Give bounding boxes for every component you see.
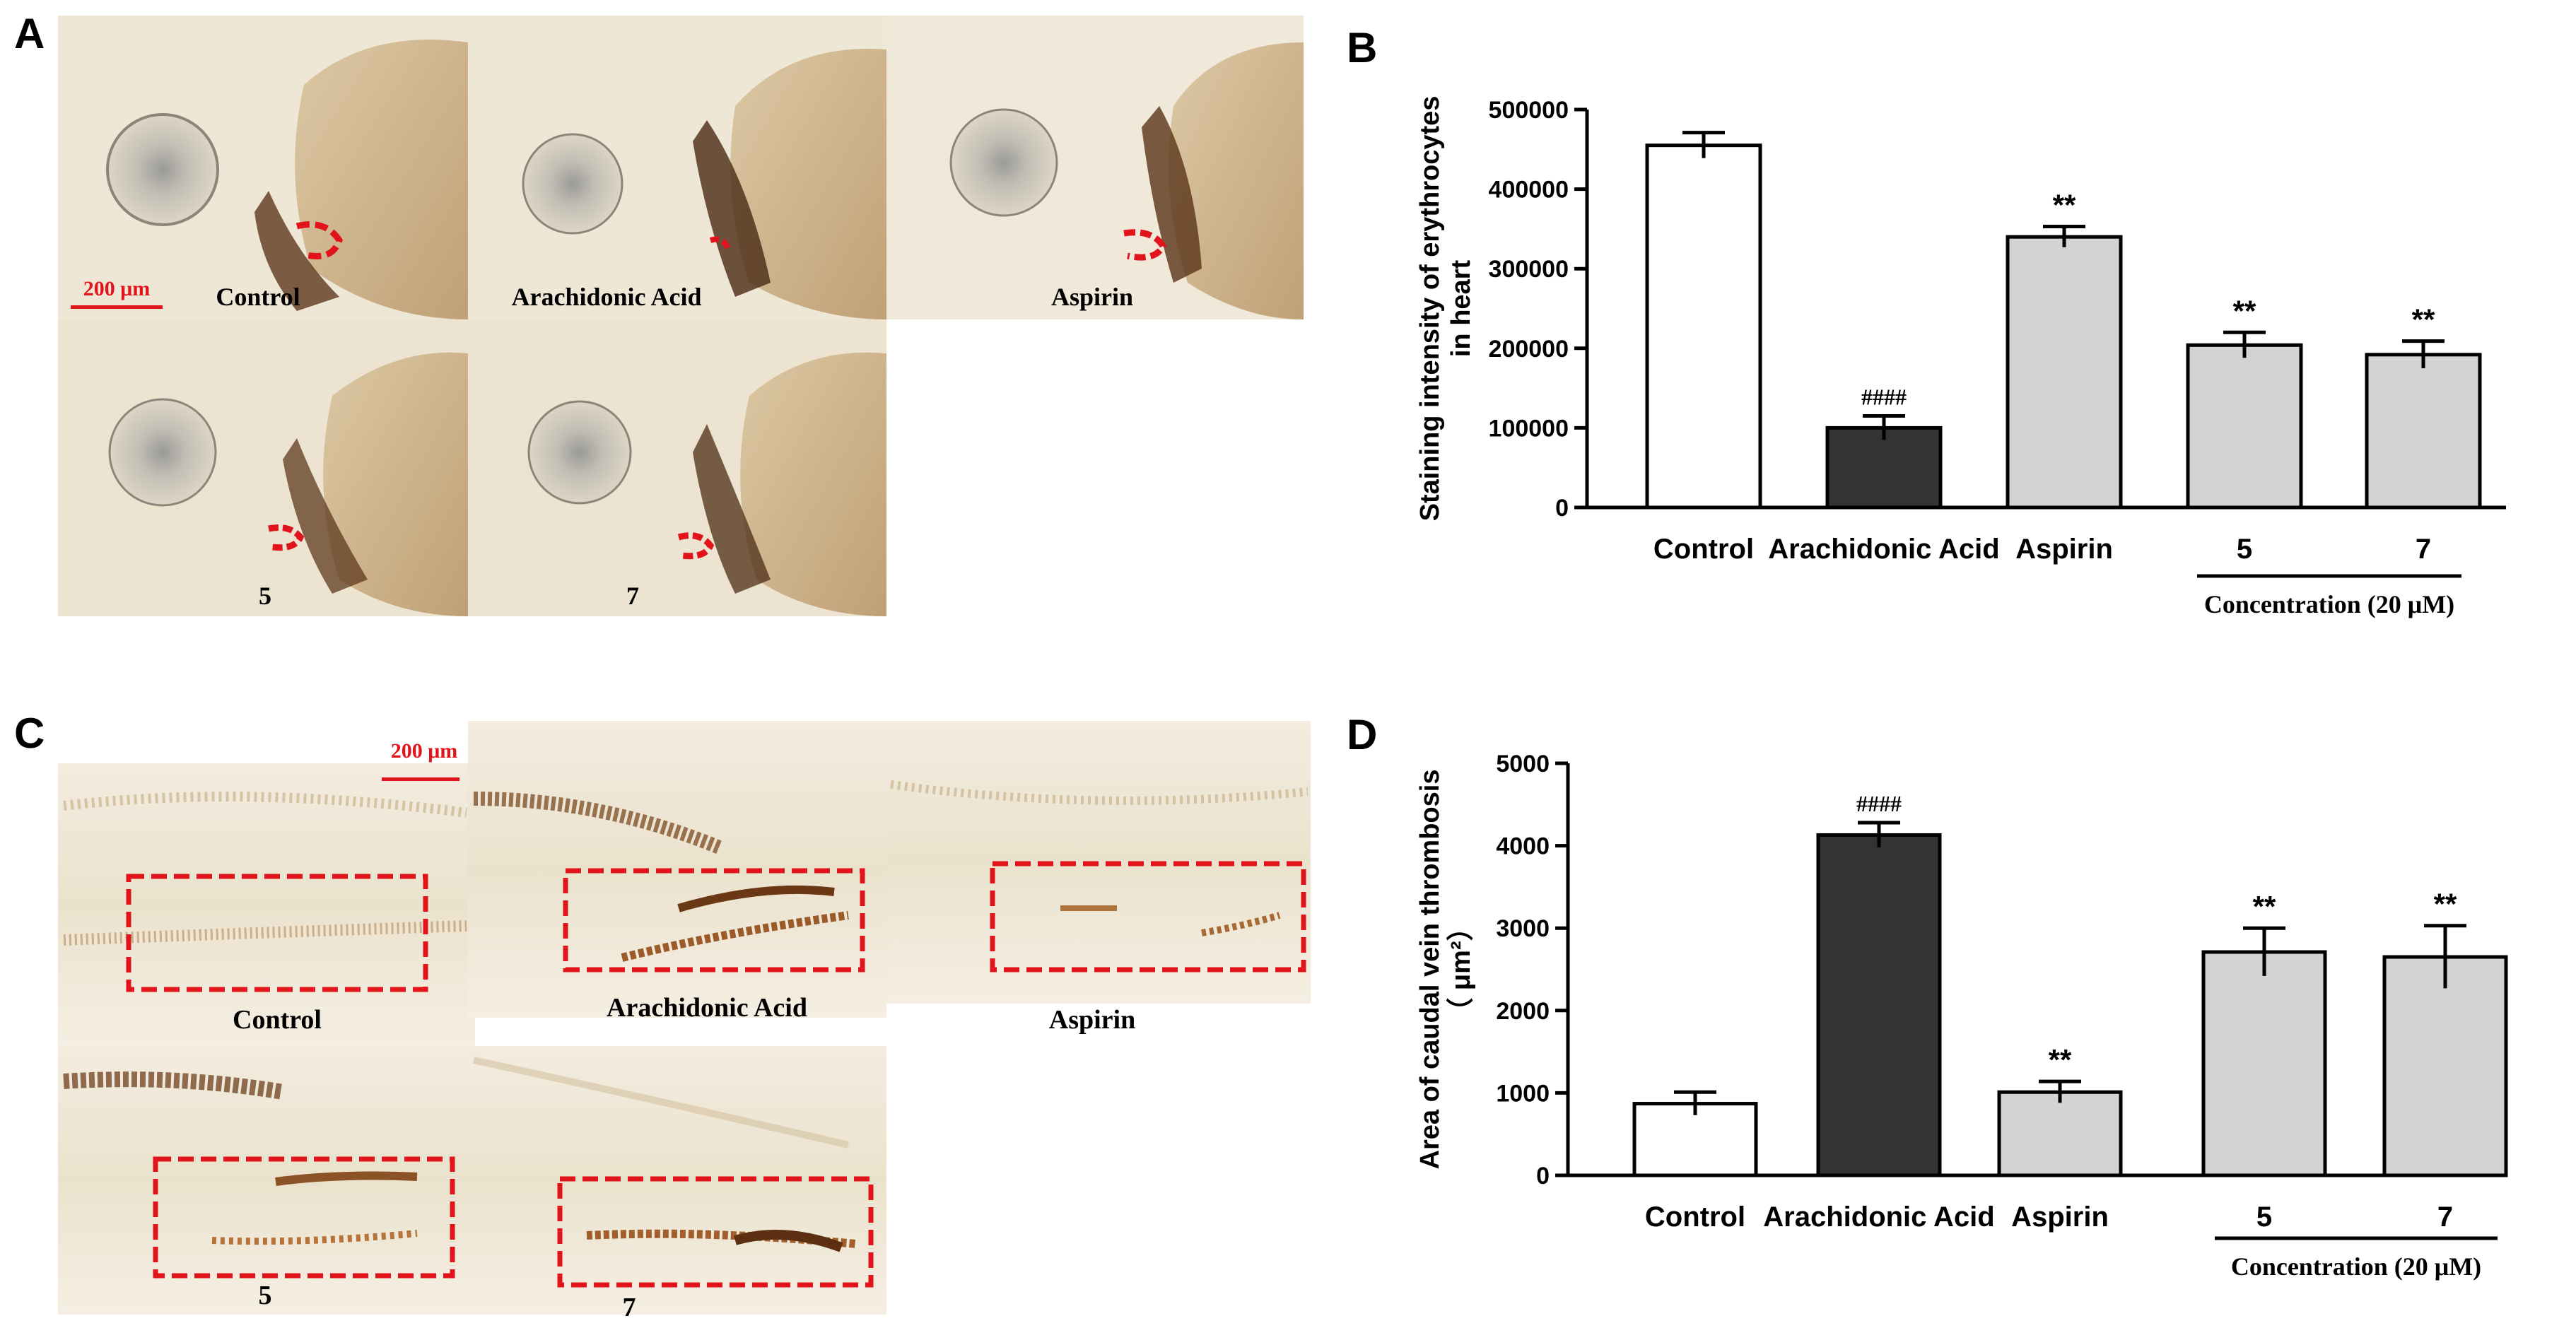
photo-c-label-aspirin: Aspirin [1049, 1005, 1135, 1035]
roi-box-icon [990, 861, 1306, 973]
x-tick-label: Arachidonic Acid [1763, 1201, 1994, 1233]
y-tick-label: 100000 [1489, 415, 1569, 442]
x-tick-label: 5 [2256, 1201, 2272, 1233]
y-tick-label: 500000 [1489, 97, 1569, 124]
photo-a-label-control: Control [216, 283, 300, 311]
roi-box-icon [153, 1156, 455, 1279]
data-annotation: ** [2253, 890, 2276, 923]
panel-b-letter: B [1347, 24, 1377, 71]
photo-a-label-7: 7 [626, 582, 639, 610]
y-tick-label: 200000 [1489, 336, 1569, 363]
y-tick-label: 400000 [1489, 177, 1569, 204]
x-tick-label: 7 [2416, 534, 2431, 565]
data-annotation: ** [2233, 294, 2256, 327]
x-tick-label: Control [1653, 534, 1754, 565]
photo-c-label-control: Control [233, 1005, 322, 1035]
y-axis-label-2: （ μm²） [1446, 914, 1476, 1024]
heart-outline-icon [268, 524, 305, 551]
heart-outline-icon [709, 236, 731, 252]
scale-bar-label: 200 μm [83, 277, 151, 300]
scale-bar-icon [71, 305, 163, 309]
x-tick-label: 5 [2237, 534, 2252, 565]
roi-box-icon [563, 868, 865, 973]
chart-b: 0 100000 200000 300000 400000 500000 Staining … [1415, 96, 2506, 618]
y-axis-label: Staining intensity of erythrocytes [1415, 96, 1445, 522]
bar [2365, 353, 2482, 510]
photo-a-aspirin: Aspirin [886, 16, 1304, 319]
photo-a-control: 200 μm Control [58, 16, 468, 319]
scale-bar-label: 200 μm [391, 739, 458, 763]
x-tick-label: Aspirin [2011, 1201, 2109, 1233]
photo-a-7: 7 [468, 319, 886, 616]
concentration-label: Concentration (20 μM) [2204, 590, 2454, 618]
y-tick-label: 0 [1555, 495, 1569, 522]
bar [1997, 1090, 2123, 1177]
photo-c-7: 7 [468, 1046, 886, 1322]
photo-a-label-aspirin: Aspirin [1051, 283, 1133, 311]
bar [1825, 425, 1943, 510]
photo-c-label-5: 5 [259, 1281, 272, 1310]
y-tick-label: 1000 [1496, 1080, 1550, 1107]
y-tick-label: 0 [1536, 1163, 1550, 1189]
panel-c-letter: C [14, 710, 45, 757]
x-tick-label: 7 [2437, 1201, 2453, 1233]
roi-box-icon [126, 874, 428, 992]
bar [1816, 833, 1942, 1177]
roi-box-icon [557, 1176, 874, 1288]
chart-d: 0 1000 2000 3000 4000 5000 Area of caudal vein… [1415, 751, 2508, 1281]
y-tick-label: 5000 [1496, 751, 1550, 777]
data-annotation: ** [2053, 189, 2076, 222]
panel-a-photos: 200 μm Control Arachidonic Acid Aspirin [58, 16, 1304, 616]
bar [2186, 343, 2303, 510]
y-tick-label: 4000 [1496, 833, 1550, 860]
y-axis-label-2: in heart [1446, 260, 1476, 358]
y-tick-label: 3000 [1496, 915, 1550, 942]
photo-c-label-arachidonic: Arachidonic Acid [607, 993, 807, 1023]
photo-a-5: 5 [58, 319, 468, 616]
bar [1645, 143, 1762, 510]
x-tick-label: Aspirin [2015, 534, 2113, 565]
photo-a-arachidonic: Arachidonic Acid [468, 16, 886, 319]
y-tick-label: 2000 [1496, 998, 1550, 1025]
panel-d-letter: D [1347, 711, 1377, 758]
heart-outline-icon [1123, 229, 1167, 261]
bar [2201, 950, 2327, 1177]
photo-c-5: 5 [58, 1046, 475, 1315]
photo-c-control: Control [58, 763, 475, 1046]
panel-a-letter: A [14, 10, 45, 57]
concentration-label: Concentration (20 μM) [2231, 1252, 2481, 1281]
photo-c-label-7: 7 [623, 1293, 636, 1322]
x-tick-label: Arachidonic Acid [1768, 534, 1999, 565]
bar [2382, 955, 2508, 1177]
data-annotation: #### [1856, 791, 1902, 816]
heart-outline-icon [295, 221, 343, 259]
x-tick-label: Control [1645, 1201, 1745, 1233]
y-axis-label: Area of caudal vein thrombosis [1415, 770, 1445, 1170]
data-annotation: ** [2412, 303, 2435, 336]
bar [2006, 235, 2123, 510]
y-tick-label: 300000 [1489, 256, 1569, 283]
scale-bar-icon [382, 777, 459, 781]
photo-a-label-arachidonic: Arachidonic Acid [511, 283, 701, 311]
panel-c-photos: Control Arachidonic Acid Aspirin [58, 721, 1311, 1322]
photo-a-label-5: 5 [259, 582, 271, 610]
data-annotation: #### [1861, 384, 1907, 410]
heart-outline-icon [677, 532, 715, 560]
bar [1632, 1102, 1758, 1177]
photo-c-aspirin: Aspirin [886, 721, 1311, 1035]
data-annotation: ** [2434, 888, 2457, 921]
data-annotation: ** [2049, 1043, 2072, 1076]
photo-c-arachidonic: Arachidonic Acid [468, 721, 886, 1023]
